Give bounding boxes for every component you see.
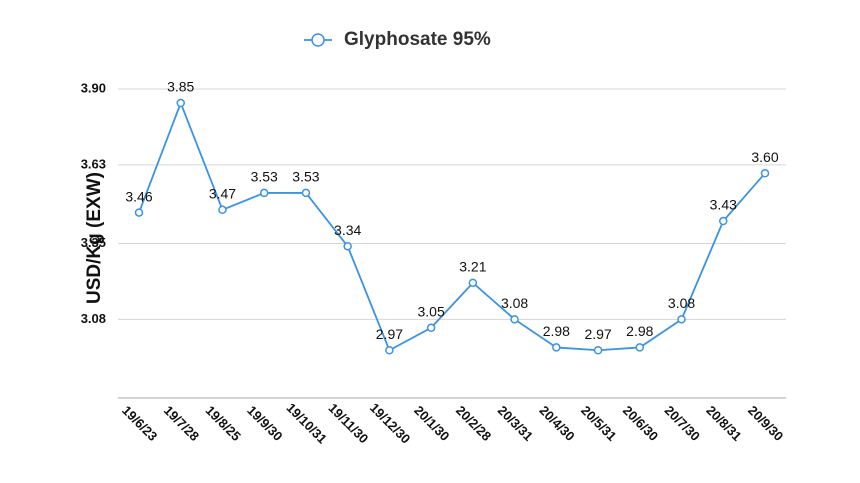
y-tick-label: 3.90 [81, 80, 106, 95]
point [510, 315, 519, 324]
x-tick-label: 19/11/30 [325, 400, 371, 446]
x-tick-label: 19/9/30 [244, 403, 285, 444]
y-axis-label: USD/Kg (EXW) [84, 172, 105, 304]
point [343, 242, 352, 251]
value-label: 3.46 [125, 188, 152, 204]
x-tick-label: 20/4/30 [536, 403, 577, 444]
x-tick-label: 20/9/30 [745, 403, 786, 444]
value-label: 2.97 [584, 326, 611, 342]
point [593, 345, 603, 355]
value-label: 3.05 [418, 303, 445, 319]
value-label: 3.53 [251, 169, 278, 185]
x-tick-label: 20/8/31 [703, 403, 744, 444]
value-label: 3.53 [292, 169, 319, 185]
point [719, 216, 728, 226]
value-label: 3.43 [710, 197, 737, 213]
point [677, 315, 686, 324]
legend-marker [311, 33, 325, 47]
x-tick-label: 19/8/25 [203, 403, 244, 444]
value-label: 3.34 [334, 222, 361, 238]
y-tick-label: 3.63 [81, 156, 106, 171]
point [259, 188, 269, 198]
value-label: 2.97 [376, 326, 403, 342]
x-tick-label: 20/1/30 [411, 403, 452, 444]
value-label: 3.21 [459, 259, 486, 275]
x-tick-label: 20/6/30 [620, 403, 661, 444]
x-tick-label: 19/12/30 [367, 400, 413, 446]
y-tick-label: 3.08 [81, 311, 106, 326]
value-label: 2.98 [543, 323, 570, 339]
value-label: 3.47 [209, 185, 236, 201]
y-tick-label: 3.35 [81, 235, 106, 250]
x-tick-label: 19/7/28 [161, 403, 202, 444]
series-line [138, 100, 766, 352]
point [760, 169, 770, 178]
point [426, 323, 436, 333]
x-tick-label: 19/10/31 [283, 400, 329, 446]
value-label: 3.08 [501, 295, 528, 311]
point [134, 208, 144, 217]
x-tick-label: 20/5/31 [578, 403, 619, 444]
x-tick-label: 20/7/30 [662, 403, 703, 444]
point [635, 343, 645, 352]
value-label: 2.98 [626, 323, 653, 339]
legend-label: Glyphosate 95% [344, 29, 491, 50]
point [468, 278, 478, 288]
value-label: 3.85 [167, 79, 194, 95]
x-tick-label: 20/3/31 [495, 403, 536, 444]
point [385, 345, 394, 355]
point [301, 188, 311, 198]
point [552, 343, 561, 352]
x-tick-label: 19/6/23 [119, 403, 160, 444]
point [176, 98, 185, 108]
value-label: 3.60 [751, 149, 778, 165]
x-tick-label: 20/2/28 [453, 403, 494, 444]
value-label: 3.08 [668, 295, 695, 311]
point [218, 205, 227, 215]
